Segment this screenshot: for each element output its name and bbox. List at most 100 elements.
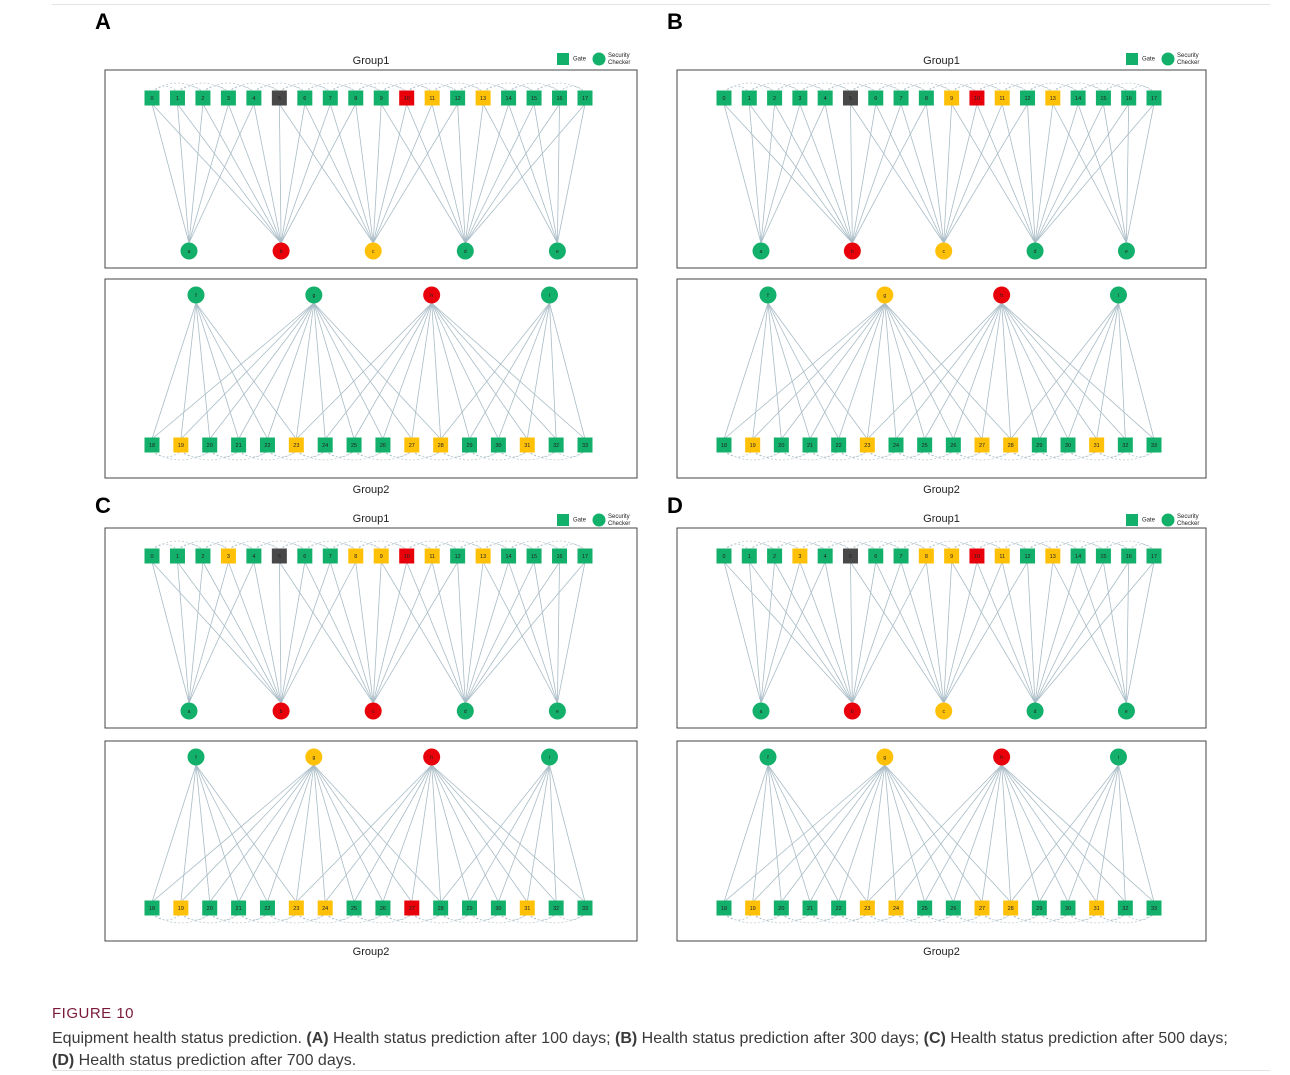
gate-checker-edge [202,103,282,244]
gate-node [475,548,491,564]
legend-gate-swatch [557,514,569,526]
gate-link [267,913,297,921]
checker-node [187,748,205,766]
gate-link [875,82,927,93]
gate-checker-edge [781,764,886,903]
gate-link [774,82,826,93]
gate-link [723,82,775,93]
gate-node [548,900,564,916]
gate-checker-edge [482,103,558,244]
gate-checker-edge [925,103,945,244]
gate-checker-edge [1001,561,1036,704]
gate-checker-edge [549,302,557,440]
gate-link [824,543,851,551]
gate-node [1121,90,1137,106]
gate-checker-edge [411,764,433,903]
gate-node [944,548,960,564]
gate-link [825,540,876,551]
gate-id: 20 [778,906,784,912]
gate-checker-edge [372,103,408,244]
gate-link [723,543,750,551]
gate-id: 20 [778,443,784,449]
gate-checker-edge [188,561,229,704]
gate-id: 27 [409,906,415,912]
gate-node [831,900,847,916]
checker-id: b [280,249,283,255]
gate-id: 10 [974,96,980,102]
gate-id: 26 [380,443,386,449]
gate-checker-edge [767,302,868,440]
gate-checker-edge [838,764,886,903]
caption-tag-a: (A) [306,1030,329,1047]
gate-id: 2 [201,554,204,560]
gate-id: 2 [773,96,776,102]
checker-node [541,748,558,766]
gate-checker-edge [1052,103,1127,244]
gate-link [809,913,839,921]
gate-id: 12 [455,554,461,560]
gate-checker-edge [760,103,801,244]
gate-checker-edge [440,764,550,903]
gate-checker-edge [1126,103,1130,244]
gate-node [1045,548,1061,564]
gate-link [382,450,413,458]
gate-id: 0 [150,96,153,102]
gate-node [373,548,389,564]
gate-link [482,540,535,551]
gate-checker-edge [867,302,1002,440]
gate-link [1039,450,1069,458]
gate-id: 18 [149,443,155,449]
legend-checker-swatch [592,52,606,66]
gate-node [231,437,247,453]
checker-node [993,286,1011,304]
gate-checker-edge [372,103,382,244]
gate-link [279,82,331,93]
gate-id: 27 [979,443,985,449]
gate-id: 17 [1151,96,1157,102]
gate-node [375,437,391,453]
gate-id: 2 [773,554,776,560]
gate-link [749,540,801,551]
gate-node [577,900,593,916]
gate-id: 17 [1151,554,1157,560]
gate-id: 4 [252,96,255,102]
gate-node [404,437,420,453]
gate-checker-edge [943,103,1028,244]
gate-node [842,548,858,564]
gate-checker-edge [556,103,560,244]
checker-node [423,748,441,766]
gate-checker-edge [526,302,550,440]
gate-node [1045,90,1061,106]
checker-id: d [1034,709,1037,715]
gate-link [432,82,484,93]
gate-node [773,437,789,453]
gate-checker-edge [723,302,769,440]
gate-checker-edge [895,302,1002,440]
gate-id: 7 [900,554,903,560]
gate-checker-edge [304,103,374,244]
gate-link [749,85,775,93]
gate-checker-edge [279,561,374,704]
gate-checker-edge [411,302,433,440]
gate-node [1095,90,1111,106]
gate-node [1031,900,1047,916]
gate-checker-edge [313,302,326,440]
gate-id: 32 [1122,443,1128,449]
gate-link [951,540,1003,551]
legend-checker-label: Security Checker [1177,53,1199,66]
gate-checker-edge [951,103,1036,244]
gate-node [450,548,466,564]
checker-id: i [549,755,550,761]
gate-id: 5 [849,554,852,560]
gate-id: 0 [722,554,725,560]
gate-checker-edge [431,302,557,440]
gate-link [1077,82,1129,93]
gate-id: 24 [893,443,899,449]
gate-checker-edge [1010,302,1119,440]
gate-link [1027,543,1054,551]
gate-id: 27 [409,443,415,449]
gate-checker-edge [177,561,282,704]
checker-node [752,702,770,720]
